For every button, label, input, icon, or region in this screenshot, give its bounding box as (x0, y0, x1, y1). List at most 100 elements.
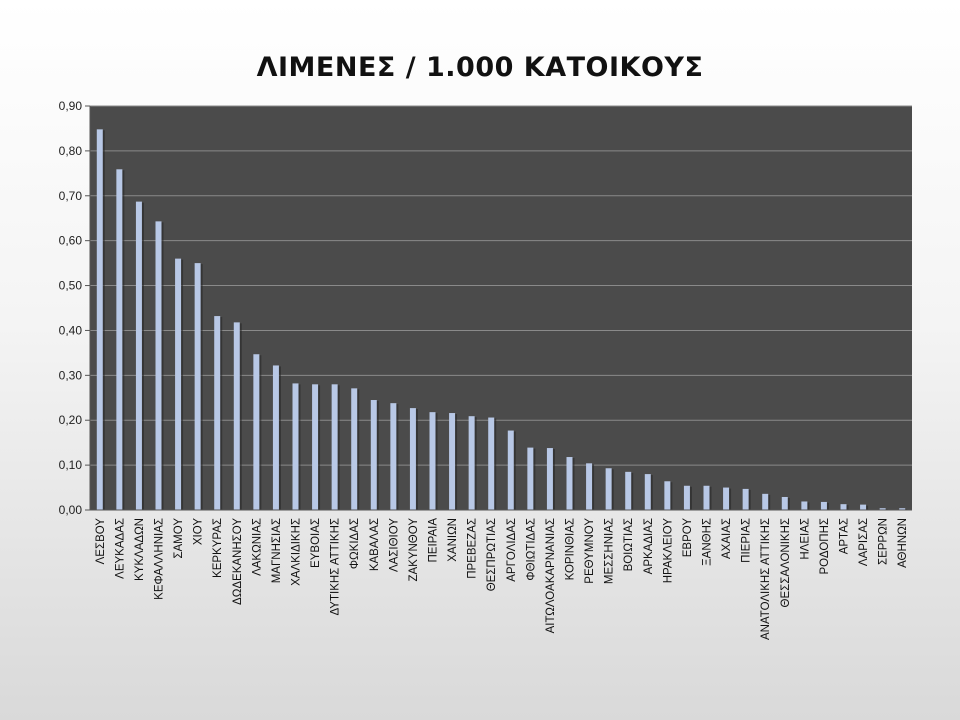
y-tick-label: 0,80 (59, 144, 83, 158)
y-tick-label: 0,60 (59, 234, 83, 248)
x-tick-label: ΣΕΡΡΩΝ (878, 518, 890, 565)
x-tick-label: ΞΑΝΘΗΣ (702, 518, 714, 566)
x-tick-label: ΘΕΣΠΡΩΤΙΑΣ (486, 518, 498, 591)
x-tick-label: ΛΕΥΚΑΔΑΣ (114, 518, 126, 579)
bar (351, 388, 358, 510)
bar (272, 365, 279, 510)
bar (449, 413, 456, 510)
bar (840, 504, 847, 510)
x-tick-label: ΑΘΗΝΩΝ (897, 518, 909, 568)
bar (429, 412, 436, 510)
x-tick-label: ΑΝΑΤΟΛΙΚΗΣ ΑΤΤΙΚΗΣ (760, 518, 772, 640)
x-tick-label: ΚΟΡΙΝΘΙΑΣ (565, 518, 577, 580)
bar (507, 430, 514, 510)
x-tick-label: ΜΑΓΝΗΣΙΑΣ (271, 518, 283, 583)
x-tick-label: ΚΕΦΑΛΛΗΝΙΑΣ (154, 518, 166, 600)
bar (742, 488, 749, 510)
y-tick-label: 0,50 (59, 279, 83, 293)
bar (409, 408, 416, 510)
x-tick-label: ΕΒΡΟΥ (682, 518, 694, 558)
bar (703, 485, 710, 510)
bar (96, 129, 103, 510)
x-tick-label: ΑΡΚΑΔΙΑΣ (643, 518, 655, 574)
x-tick-label: ΘΕΣΣΑΛΟΝΙΚΗΣ (780, 518, 792, 607)
x-tick-label: ΧΑΝΙΩΝ (447, 518, 459, 562)
bar (292, 383, 299, 510)
bar (331, 384, 338, 510)
x-tick-label: ΕΥΒΟΙΑΣ (310, 518, 322, 568)
x-tick-label: ΚΥΚΛΑΔΩΝ (134, 518, 146, 581)
x-tick-label: ΠΕΙΡΑΙΑ (428, 518, 440, 563)
bars (96, 129, 908, 510)
bar (116, 169, 123, 510)
bar (390, 403, 397, 510)
x-tick-label: ΡΟΔΟΠΗΣ (819, 518, 831, 574)
plot-area (90, 105, 912, 510)
y-axis: 0,00 0,10 0,20 0,30 0,40 0,50 0,60 0,70 0,80 0,90 (59, 99, 91, 517)
y-tick-label: 0,70 (59, 189, 83, 203)
chart-title: ΛΙΜΕΝΕΣ / 1.000 ΚΑΤΟΙΚΟΥΣ (256, 52, 704, 83)
x-tick-label: ΧΑΛΚΙΔΙΚΗΣ (291, 518, 303, 586)
bar (820, 501, 827, 510)
x-tick-label: ΣΑΜΟΥ (173, 518, 185, 559)
x-axis: ΛΕΣΒΟΥ ΛΕΥΚΑΔΑΣ ΚΥΚΛΑΔΩΝ ΚΕΦΑΛΛΗΝΙΑΣ ΣΑΜΟΥ ΧΙ… (90, 509, 912, 640)
x-tick-label: ΗΡΑΚΛΕΙΟΥ (662, 518, 674, 584)
bar (312, 384, 319, 510)
x-tick-label: ΠΡΕΒΕΖΑΣ (467, 518, 479, 579)
x-tick-label: ΡΕΘΥΜΝΟΥ (584, 518, 596, 584)
bar (527, 447, 534, 510)
bar (683, 485, 690, 510)
x-tick-label: ΒΟΙΩΤΙΑΣ (623, 518, 635, 571)
x-tick-label: ΠΙΕΡΙΑΣ (741, 518, 753, 563)
y-tick-label: 0,10 (59, 458, 83, 472)
x-tick-label: ΦΘΙΩΤΙΔΑΣ (525, 518, 537, 581)
plot-background (90, 106, 912, 510)
bar (664, 481, 671, 510)
x-tick-label: ΛΕΣΒΟΥ (95, 518, 107, 565)
x-tick-label: ΑΙΤΩΛΟΑΚΑΡΝΑΝΙΑΣ (545, 518, 557, 633)
bar (879, 508, 886, 510)
x-tick-label: ΗΛΕΙΑΣ (799, 518, 811, 560)
bar (625, 471, 632, 510)
bar (546, 448, 553, 510)
bar (135, 201, 142, 510)
bar (566, 457, 573, 510)
x-tick-label: ΛΑΡΙΣΑΣ (858, 518, 870, 566)
x-tick-label: ΦΩΚΙΔΑΣ (349, 518, 361, 569)
y-tick-label: 0,20 (59, 413, 83, 427)
y-tick-label: 0,00 (59, 503, 83, 517)
bar (155, 221, 162, 510)
x-tick-label: ΑΧΑΙΑΣ (721, 518, 733, 559)
y-tick-label: 0,30 (59, 368, 83, 382)
bar (860, 504, 867, 510)
bar (253, 354, 260, 510)
bar (468, 416, 475, 510)
x-tick-label: ΛΑΣΙΘΙΟΥ (388, 518, 400, 572)
y-tick-label: 0,40 (59, 323, 83, 337)
x-tick-label: ΔΩΔΕΚΑΝΗΣΟΥ (232, 518, 244, 605)
bar (781, 496, 788, 510)
bar (586, 463, 593, 510)
bar (488, 417, 495, 510)
x-tick-label: ΛΑΚΩΝΙΑΣ (251, 518, 263, 576)
bar (194, 263, 201, 510)
bar (899, 508, 906, 510)
bar (644, 474, 651, 510)
bar (214, 316, 221, 510)
bar (605, 468, 612, 510)
bar (175, 258, 182, 510)
x-tick-label: ΧΙΟΥ (193, 518, 205, 545)
x-tick-label: ΖΑΚΥΝΘΟΥ (408, 518, 420, 582)
x-tick-label: ΑΡΓΟΛΙΔΑΣ (506, 518, 518, 582)
x-tick-label: ΑΡΤΑΣ (839, 518, 851, 554)
bar (233, 322, 240, 510)
x-tick-label: ΜΕΣΣΗΝΙΑΣ (604, 518, 616, 584)
x-tick-label: ΔΥΤΙΚΗΣ ΑΤΤΙΚΗΣ (330, 518, 342, 616)
bar (370, 400, 377, 510)
bar (801, 501, 808, 510)
bar (723, 487, 730, 510)
bar (762, 493, 769, 510)
x-tick-label: ΚΑΒΑΛΑΣ (369, 518, 381, 571)
